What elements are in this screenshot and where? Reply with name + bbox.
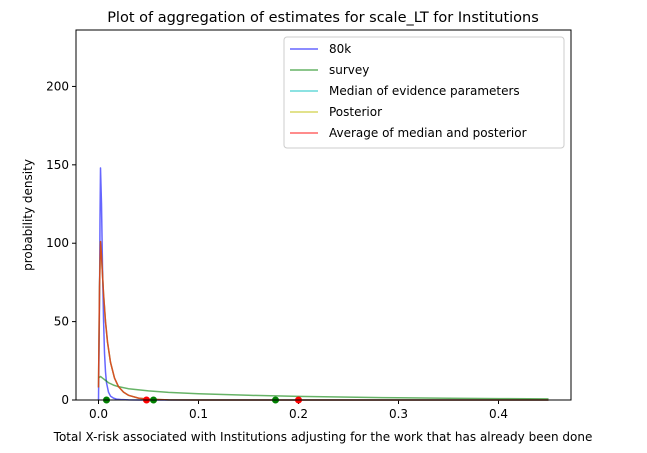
y-tick-label: 50 — [54, 315, 69, 329]
axes-frame — [75, 29, 572, 401]
x-tick-label: 0.1 — [189, 407, 208, 421]
x-tick-label: 0.0 — [89, 407, 108, 421]
legend-entry: Posterior — [329, 105, 382, 119]
legend-box — [283, 36, 565, 149]
legend-entry: Average of median and posterior — [329, 126, 527, 140]
y-axis-label: probability density — [21, 159, 35, 271]
series-line-1 — [98, 375, 549, 400]
legend: 80k survey Median of evidence parameters Po… — [283, 36, 565, 149]
x-tick-label: 0.2 — [289, 407, 308, 421]
chart-title: Plot of aggregation of estimates for sca… — [107, 10, 539, 26]
x-tick-label: 0.3 — [389, 407, 408, 421]
x-tick-label: 0.4 — [489, 407, 508, 421]
legend-entry: Median of evidence parameters — [329, 84, 520, 98]
plot-area: 0.0 0.1 0.2 0.3 0.4 0 50 100 150 200 — [46, 79, 549, 421]
y-tick-label: 150 — [46, 158, 69, 172]
y-tick-label: 0 — [61, 393, 69, 407]
legend-entry: 80k — [329, 42, 351, 56]
y-tick-label: 100 — [46, 236, 69, 250]
x-axis-label: Total X-risk associated with Institution… — [53, 430, 593, 444]
legend-entry: survey — [329, 63, 369, 77]
y-tick-label: 200 — [46, 79, 69, 93]
